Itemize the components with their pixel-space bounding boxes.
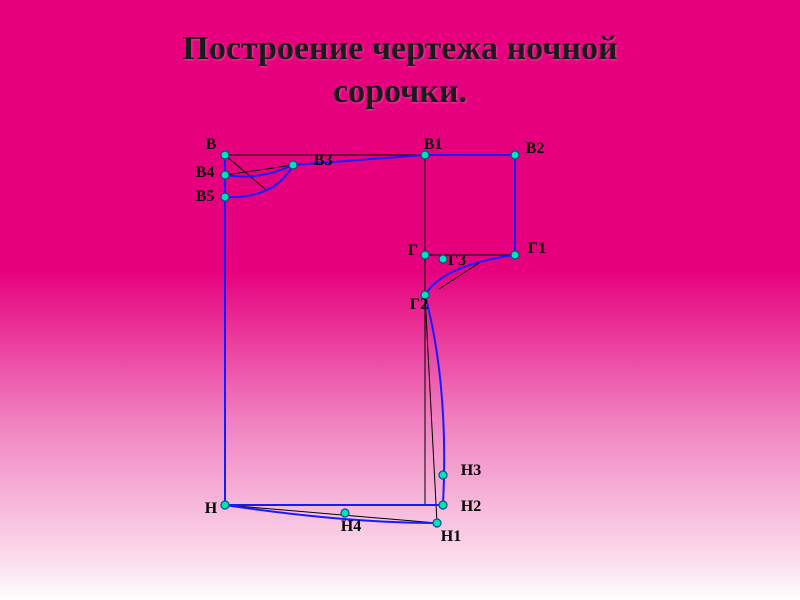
- point-label-G1: Г1: [528, 240, 546, 258]
- point-label-G: Г: [408, 242, 418, 260]
- point-label-N2: Н2: [461, 498, 481, 516]
- title-line-1: Построение чертежа ночной: [182, 30, 617, 67]
- point-label-B4: В4: [196, 164, 215, 182]
- page-title: Построение чертежа ночной сорочки.: [0, 0, 800, 113]
- point-label-B: В: [206, 136, 217, 154]
- point-label-N4: Н4: [341, 518, 361, 536]
- point-label-G2: Г2: [410, 296, 428, 314]
- point-label-N: Н: [205, 500, 217, 518]
- diagram-stage: В В1 В2 В3 В4 В5 Г Г1 Г3 Г2 Н3 Н2Н1 Н4 Н: [0, 113, 800, 573]
- point-label-G3: Г3: [448, 252, 466, 270]
- point-label-B3: В3: [314, 152, 333, 170]
- point-label-N1: Н1: [441, 528, 461, 546]
- point-label-B1: В1: [424, 136, 443, 154]
- point-label-B5: В5: [196, 188, 215, 206]
- pattern-diagram: [0, 113, 800, 573]
- point-label-N3: Н3: [461, 462, 481, 480]
- title-line-2: сорочки.: [333, 73, 467, 110]
- point-label-B2: В2: [526, 140, 545, 158]
